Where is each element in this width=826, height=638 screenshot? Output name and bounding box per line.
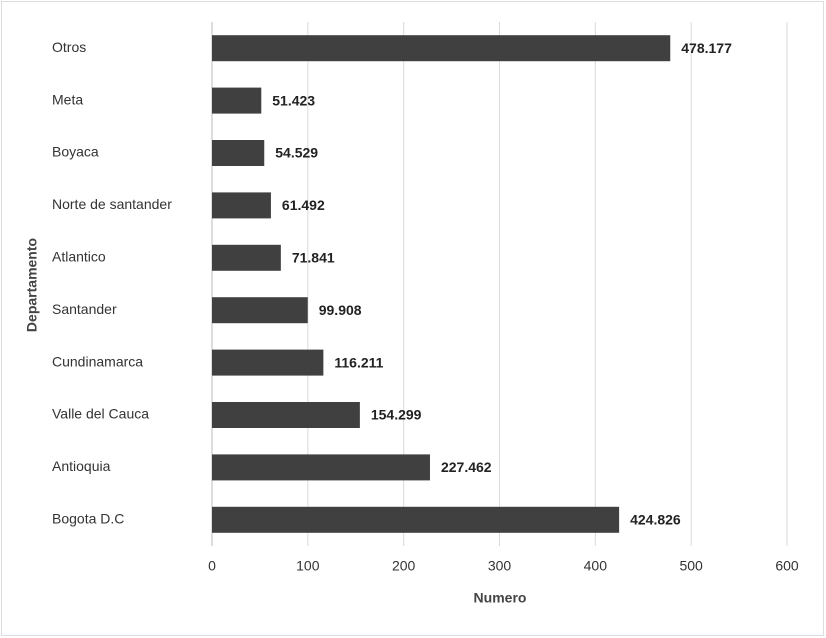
y-tick-label: Otros: [52, 39, 86, 55]
bar: [212, 454, 430, 481]
y-tick-label: Norte de santander: [52, 196, 172, 212]
value-label: 154.299: [371, 407, 422, 423]
x-tick-label: 500: [679, 558, 703, 574]
value-label: 54.529: [275, 145, 318, 161]
value-label: 478.177: [681, 40, 732, 56]
bar: [212, 87, 262, 114]
x-tick-label: 300: [488, 558, 512, 574]
bar: [212, 506, 620, 533]
x-tick-label: 100: [296, 558, 320, 574]
value-label: 71.841: [292, 250, 335, 266]
y-tick-label: Meta: [52, 91, 83, 107]
x-axis-title: Numero: [474, 590, 527, 606]
bar: [212, 349, 324, 376]
value-label: 424.826: [630, 512, 681, 528]
bar: [212, 140, 265, 166]
bar: [212, 192, 271, 219]
x-tick-label: 200: [392, 558, 416, 574]
value-label: 61.492: [282, 197, 325, 213]
value-label: 51.423: [272, 92, 315, 108]
x-tick-label: 600: [775, 558, 799, 574]
bar: [212, 402, 360, 428]
value-label: 116.211: [334, 354, 383, 370]
value-label: 227.462: [441, 459, 492, 475]
y-tick-label: Valle del Cauca: [52, 406, 149, 422]
y-tick-label: Atlantico: [52, 249, 106, 265]
y-tick-label: Cundinamarca: [52, 353, 143, 369]
y-axis-title: Departamento: [24, 238, 40, 332]
bar: [212, 35, 671, 62]
bar: [212, 244, 281, 271]
x-tick-label: 400: [584, 558, 608, 574]
y-tick-label: Santander: [52, 301, 117, 317]
y-tick-label: Boyaca: [52, 144, 99, 160]
value-label: 99.908: [319, 302, 362, 318]
x-tick-label: 0: [208, 558, 216, 574]
bar: [212, 297, 308, 324]
y-tick-label: Antioquia: [52, 458, 111, 474]
y-tick-label: Bogota D.C: [52, 511, 124, 527]
